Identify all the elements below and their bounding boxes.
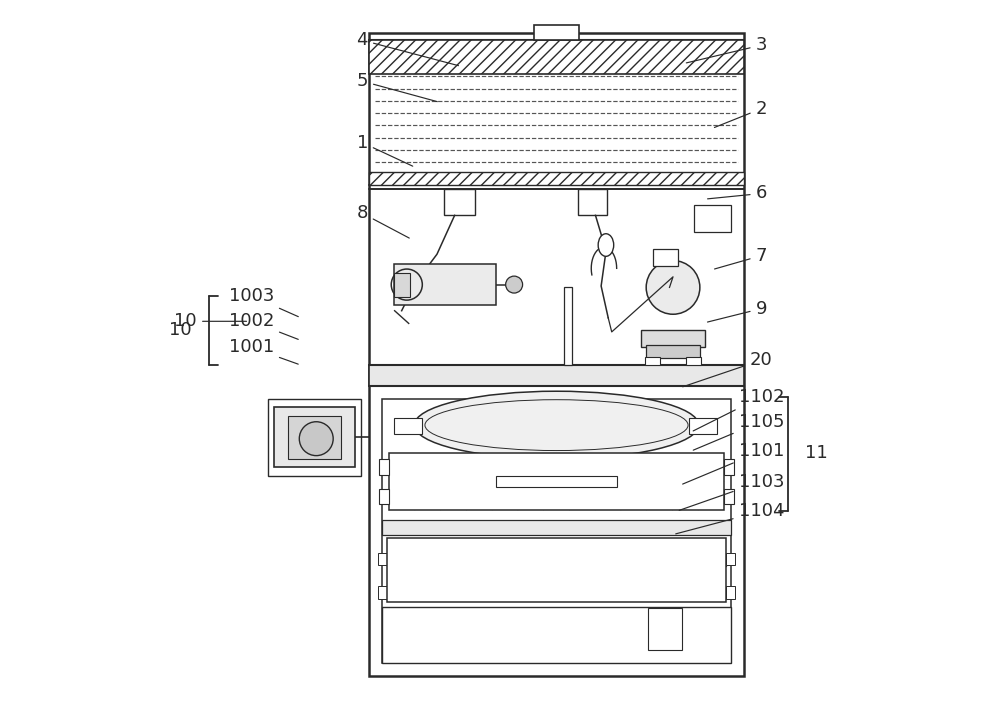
Bar <box>694 206 731 233</box>
Bar <box>268 399 361 476</box>
Bar <box>382 608 731 663</box>
Bar <box>394 272 410 296</box>
Text: 4: 4 <box>357 31 458 66</box>
Bar <box>653 249 678 266</box>
Bar <box>369 33 744 676</box>
Bar <box>686 357 701 365</box>
Bar <box>496 553 617 562</box>
Bar <box>389 453 724 510</box>
Bar <box>288 416 341 459</box>
Bar <box>378 586 387 599</box>
Text: 3: 3 <box>686 36 767 63</box>
Text: 1003: 1003 <box>229 287 298 317</box>
Bar <box>379 459 389 474</box>
Text: 1105: 1105 <box>693 413 784 450</box>
Bar <box>369 365 744 386</box>
Text: 2: 2 <box>714 100 767 128</box>
Bar <box>369 172 744 185</box>
Text: 1103: 1103 <box>679 473 784 510</box>
Circle shape <box>299 422 333 456</box>
Text: 10: 10 <box>169 320 192 339</box>
Bar <box>726 586 735 599</box>
Text: 1002: 1002 <box>229 312 298 340</box>
Bar <box>534 25 579 40</box>
Text: 7: 7 <box>715 247 767 269</box>
Circle shape <box>646 261 700 314</box>
Text: 1: 1 <box>357 133 413 166</box>
Bar <box>496 476 617 487</box>
Bar <box>394 264 496 305</box>
Text: 6: 6 <box>708 184 767 203</box>
Bar <box>274 408 355 467</box>
Bar <box>689 418 717 434</box>
Bar <box>641 330 705 347</box>
Bar <box>648 608 682 650</box>
Bar <box>382 520 731 535</box>
Ellipse shape <box>414 391 699 459</box>
Text: 20: 20 <box>683 351 773 387</box>
Bar <box>724 489 734 504</box>
Circle shape <box>506 276 523 293</box>
Bar <box>578 189 607 216</box>
Bar <box>726 552 735 565</box>
Bar <box>394 418 422 434</box>
Bar <box>496 584 617 593</box>
Bar <box>382 399 731 663</box>
Text: 9: 9 <box>707 300 767 322</box>
Bar <box>645 357 660 365</box>
Bar <box>378 552 387 565</box>
Bar <box>724 459 734 474</box>
Bar <box>387 538 726 602</box>
Text: 10: 10 <box>174 312 247 330</box>
Text: 8: 8 <box>357 204 409 238</box>
Text: 11: 11 <box>805 445 828 462</box>
Bar <box>444 189 475 216</box>
Text: 1104: 1104 <box>676 502 784 534</box>
Ellipse shape <box>598 234 614 257</box>
Text: 1102: 1102 <box>693 388 784 431</box>
Text: 5: 5 <box>357 72 437 101</box>
Text: 1101: 1101 <box>683 442 784 484</box>
Text: 1001: 1001 <box>229 338 298 364</box>
Bar <box>369 40 744 74</box>
Bar <box>379 489 389 504</box>
Bar <box>564 287 572 365</box>
Bar <box>646 345 700 358</box>
